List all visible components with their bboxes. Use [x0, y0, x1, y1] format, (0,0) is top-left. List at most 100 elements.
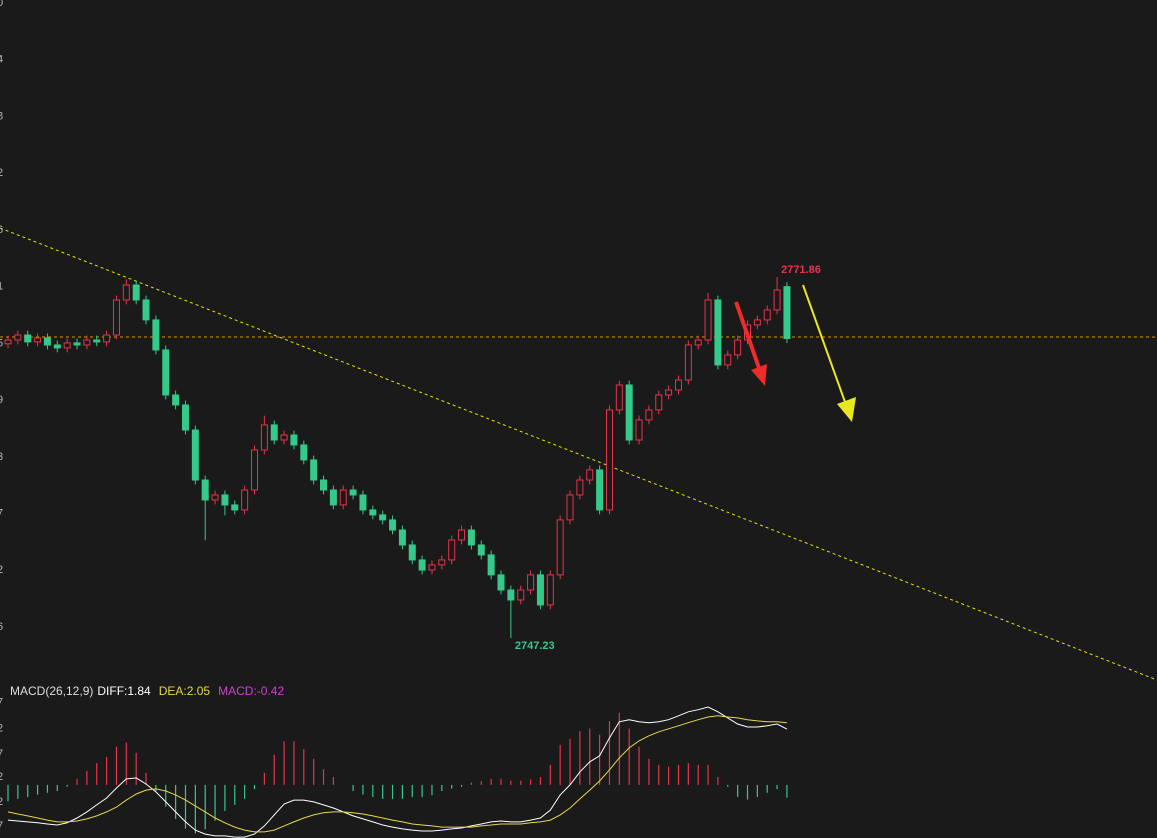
candle-body	[408, 544, 416, 561]
legend-entry: DEA:2.05	[159, 684, 211, 698]
candle-body	[379, 514, 387, 521]
y-tick-label: 1	[0, 281, 3, 293]
candle-body	[359, 494, 367, 511]
legend-entry: MACD:-0.42	[218, 684, 284, 698]
candle-body	[438, 559, 446, 566]
candle-body	[487, 554, 495, 576]
candle-body	[783, 286, 791, 340]
y-tick-label: 5	[0, 337, 3, 349]
candle-body	[211, 494, 219, 501]
macd-title: MACD(26,12,9)	[10, 684, 93, 698]
y-tick-label: 7	[0, 697, 3, 709]
candle-body	[280, 434, 288, 441]
candle-body	[290, 434, 298, 446]
candle-body	[122, 284, 130, 301]
macd-line	[7, 715, 787, 833]
candle-body	[625, 384, 633, 441]
candle-body	[112, 299, 120, 336]
candle-body	[458, 529, 466, 541]
candle-body	[566, 494, 574, 521]
y-tick-label: 2	[0, 771, 3, 783]
y-tick-label: 7	[0, 748, 3, 760]
candle-body	[586, 469, 594, 481]
candle-body	[704, 299, 712, 341]
candle-body	[398, 529, 406, 546]
candle-body	[645, 409, 653, 421]
candle-body	[615, 384, 623, 411]
candle-body	[93, 339, 101, 343]
y-tick-label: 2	[0, 723, 3, 735]
candle-body	[448, 539, 456, 561]
candle-body	[527, 574, 535, 591]
candle-body	[34, 337, 42, 343]
candle-body	[73, 342, 81, 346]
candle-body	[181, 404, 189, 431]
y-tick-label: 7	[0, 820, 3, 832]
candle-body	[349, 489, 357, 496]
candle-body	[300, 444, 308, 461]
candle-body	[152, 319, 160, 351]
candle-body	[605, 409, 613, 511]
candle-body	[24, 334, 32, 343]
candle-body	[4, 339, 12, 345]
candle-body	[329, 489, 337, 506]
candle-body	[674, 379, 682, 391]
candle-body	[162, 349, 170, 396]
candle-body	[418, 559, 426, 571]
y-tick-label: 8	[0, 110, 3, 122]
macd-line	[7, 706, 788, 838]
candle-body	[132, 284, 140, 301]
yellow-arrow	[802, 284, 856, 422]
candle-body	[201, 479, 209, 501]
y-tick-label: 2	[0, 564, 3, 576]
candle-body	[724, 354, 732, 366]
y-tick-label: 3	[0, 451, 3, 463]
y-tick-label: 2	[0, 796, 3, 808]
legend-entry: DIFF:1.84	[97, 684, 151, 698]
candle-body	[191, 429, 199, 481]
candle-body	[260, 424, 268, 451]
candle-body	[753, 319, 761, 326]
candle-body	[714, 299, 722, 366]
candle-body	[231, 504, 239, 511]
candle-body	[467, 529, 475, 546]
candle-body	[635, 419, 643, 441]
candle-body	[773, 289, 781, 311]
y-tick-label: 4	[0, 54, 3, 66]
candle-body	[497, 574, 505, 591]
low-label: 2747.23	[515, 640, 555, 652]
candle-body	[251, 449, 258, 491]
candle-body	[507, 589, 515, 601]
candle-body	[477, 544, 485, 556]
y-tick-label: 2	[0, 167, 3, 179]
candle-body	[596, 469, 604, 511]
candle-body	[536, 574, 544, 606]
candle-body	[369, 509, 377, 516]
y-tick-label: 6	[0, 621, 3, 633]
candle-body	[320, 479, 328, 491]
candle-body	[546, 574, 554, 606]
high-label: 2771.86	[781, 264, 821, 276]
candle-body	[241, 489, 249, 511]
y-tick-label: 0	[0, 0, 3, 9]
candle-body	[83, 339, 91, 346]
candle-body	[43, 337, 51, 346]
candle-body	[684, 344, 692, 381]
candle-body	[221, 494, 229, 506]
candle-body	[310, 459, 318, 481]
candle-body	[172, 394, 180, 406]
red-arrow	[734, 301, 767, 386]
candle-body	[734, 339, 742, 356]
candle-body	[270, 424, 278, 441]
candle-body	[517, 589, 525, 601]
candle-body	[665, 389, 673, 396]
candle-body	[142, 299, 150, 321]
candle-body	[763, 309, 771, 321]
candle-body	[63, 342, 71, 349]
candle-body	[103, 334, 111, 343]
candle-body	[53, 344, 61, 349]
candle-body	[389, 519, 397, 531]
